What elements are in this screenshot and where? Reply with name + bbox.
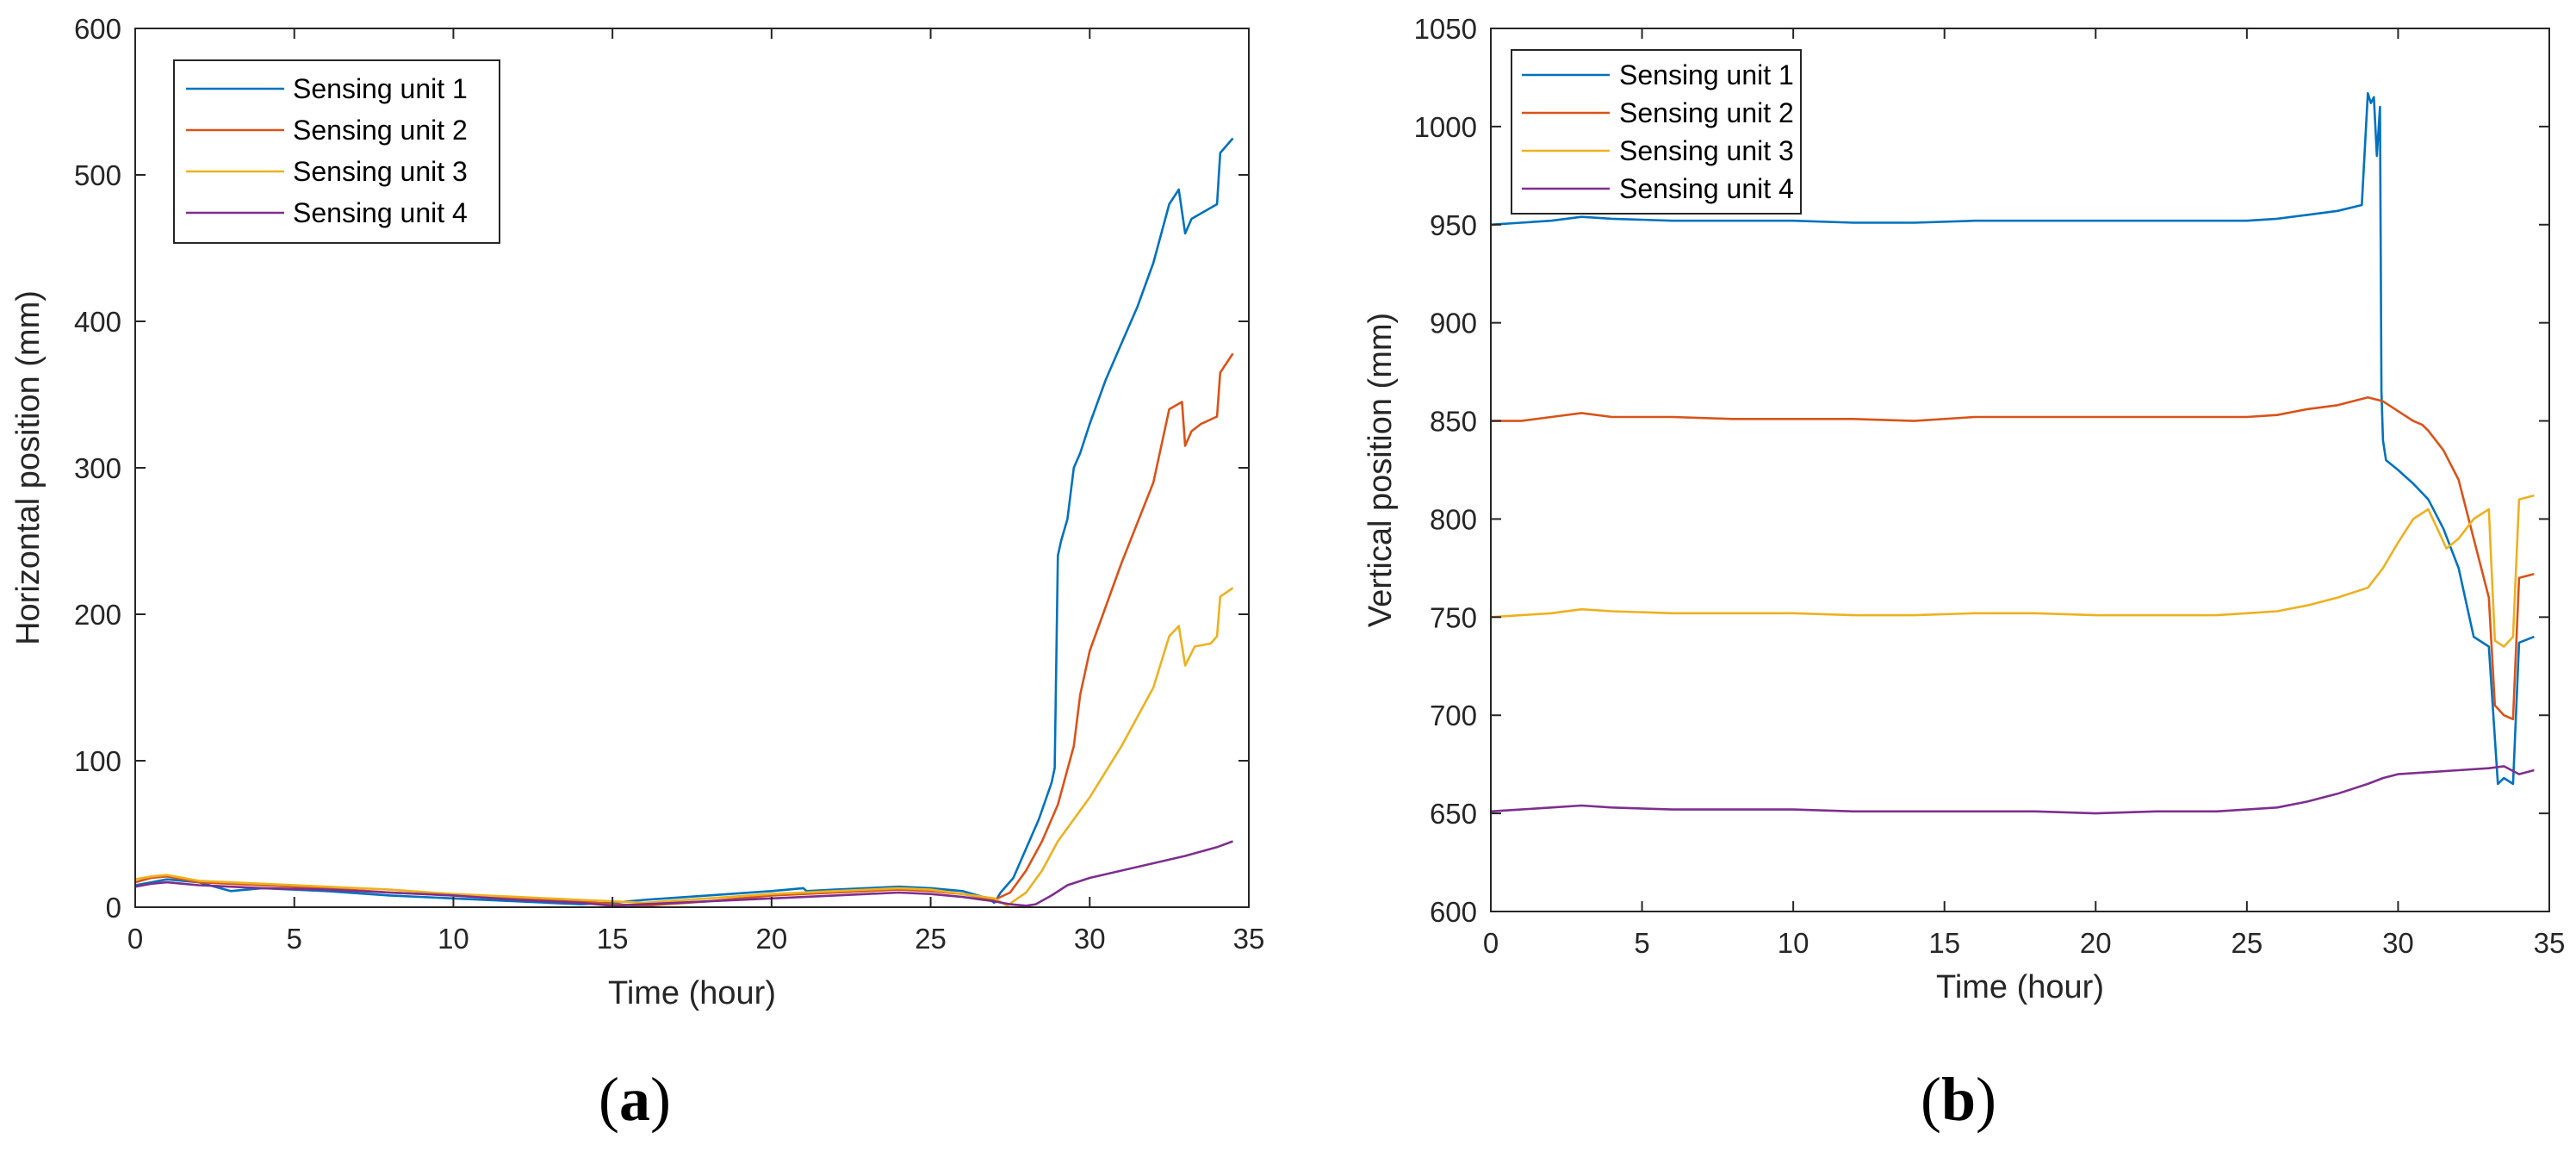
chart-b-legend-label-unit-3: Sensing unit 3 xyxy=(1619,135,1794,166)
chart-b-series-line-unit-3 xyxy=(1490,494,2535,648)
chart-b-x-tick-label: 35 xyxy=(2534,927,2566,959)
chart-b-series-line-unit-1 xyxy=(1490,91,2535,786)
chart-a-x-tick-label: 0 xyxy=(127,923,143,955)
panel-label-a: (a) xyxy=(599,1064,671,1135)
chart-b-x-tick-label: 0 xyxy=(1483,927,1499,959)
panel-label-a-open: ( xyxy=(599,1065,619,1134)
chart-a-y-tick-label: 100 xyxy=(74,745,121,777)
chart-b-x-tick-label: 5 xyxy=(1634,927,1649,959)
chart-b-y-tick-label: 650 xyxy=(1430,798,1477,830)
panel-label-a-letter: a xyxy=(618,1065,650,1134)
chart-b-axes-box xyxy=(1490,28,2550,912)
chart-a-y-tick-label: 500 xyxy=(74,159,121,191)
chart-a-series-line-unit-4 xyxy=(134,840,1233,907)
chart-b-y-tick-label: 750 xyxy=(1430,601,1477,633)
panel-label-a-close: ) xyxy=(649,1065,671,1134)
chart-b-y-tick-label: 950 xyxy=(1430,209,1477,241)
chart-b-x-tick-label: 15 xyxy=(1928,927,1960,959)
chart-b-legend-label-unit-2: Sensing unit 2 xyxy=(1619,97,1794,128)
chart-a-y-tick-label: 200 xyxy=(74,599,121,631)
chart-b-legend-label-unit-4: Sensing unit 4 xyxy=(1619,173,1794,204)
chart-b-y-tick-label: 850 xyxy=(1430,406,1477,438)
chart-a-x-tick-label: 25 xyxy=(915,923,947,955)
chart-a-x-tick-label: 5 xyxy=(287,923,302,955)
chart-b: 0 5 10 15 20 25 30 35 600 650 700 750 800 850 900 950 10… xyxy=(1362,13,2565,1005)
chart-a-legend-label-unit-4: Sensing unit 4 xyxy=(293,197,468,228)
chart-a-y-tick-label: 300 xyxy=(74,452,121,484)
chart-a-series-line-unit-1 xyxy=(134,137,1234,905)
chart-a-x-tick-label: 35 xyxy=(1233,923,1265,955)
chart-a-x-tick-label: 15 xyxy=(597,923,629,955)
chart-a-y-axis-label: Horizontal position (mm) xyxy=(10,290,47,645)
chart-b-series-line-unit-2 xyxy=(1491,395,2535,721)
chart-b-x-axis-label: Time (hour) xyxy=(1936,969,2104,1005)
chart-b-y-tick-label: 900 xyxy=(1430,308,1477,339)
chart-a-y-tick-label: 0 xyxy=(106,892,121,924)
panel-label-b-open: ( xyxy=(1921,1065,1941,1134)
chart-b-y-tick-label: 1000 xyxy=(1414,111,1477,143)
chart-b-y-tick-label: 600 xyxy=(1430,896,1477,928)
chart-b-y-tick-label: 700 xyxy=(1430,700,1477,731)
chart-a-x-tick-label: 10 xyxy=(438,923,469,955)
chart-a-legend-label-unit-3: Sensing unit 3 xyxy=(293,156,468,187)
chart-b-legend-label-unit-1: Sensing unit 1 xyxy=(1619,59,1794,90)
panel-label-b: (b) xyxy=(1921,1064,1996,1135)
chart-b-legend-box xyxy=(1511,49,1802,215)
chart-b-y-tick-label: 1050 xyxy=(1414,13,1477,45)
chart-b-x-tick-label: 10 xyxy=(1778,927,1809,959)
panel-label-b-close: ) xyxy=(1976,1065,1997,1134)
chart-a: 0 5 10 15 20 25 30 35 0 100 200 300 400 500 600 Time (h… xyxy=(10,13,1264,1011)
chart-a-series-line-unit-3 xyxy=(134,587,1234,907)
panel-label-b-letter: b xyxy=(1940,1065,1977,1134)
chart-a-x-tick-label: 20 xyxy=(755,923,787,955)
chart-b-x-tick-label: 20 xyxy=(2080,927,2112,959)
chart-b-y-tick-label: 800 xyxy=(1430,503,1477,535)
chart-a-y-tick-label: 600 xyxy=(74,13,121,45)
chart-a-y-tick-label: 400 xyxy=(74,306,121,338)
chart-b-series-line-unit-4 xyxy=(1490,765,2535,815)
chart-a-x-axis-label: Time (hour) xyxy=(608,975,776,1011)
chart-a-x-tick-label: 30 xyxy=(1074,923,1106,955)
chart-a-series-line-unit-2 xyxy=(134,352,1234,907)
chart-b-x-tick-label: 25 xyxy=(2231,927,2263,959)
chart-a-legend-label-unit-2: Sensing unit 2 xyxy=(293,115,468,146)
chart-b-y-axis-label: Vertical position (mm) xyxy=(1362,313,1399,627)
chart-b-x-tick-label: 30 xyxy=(2382,927,2414,959)
chart-a-legend-label-unit-1: Sensing unit 1 xyxy=(293,73,468,104)
